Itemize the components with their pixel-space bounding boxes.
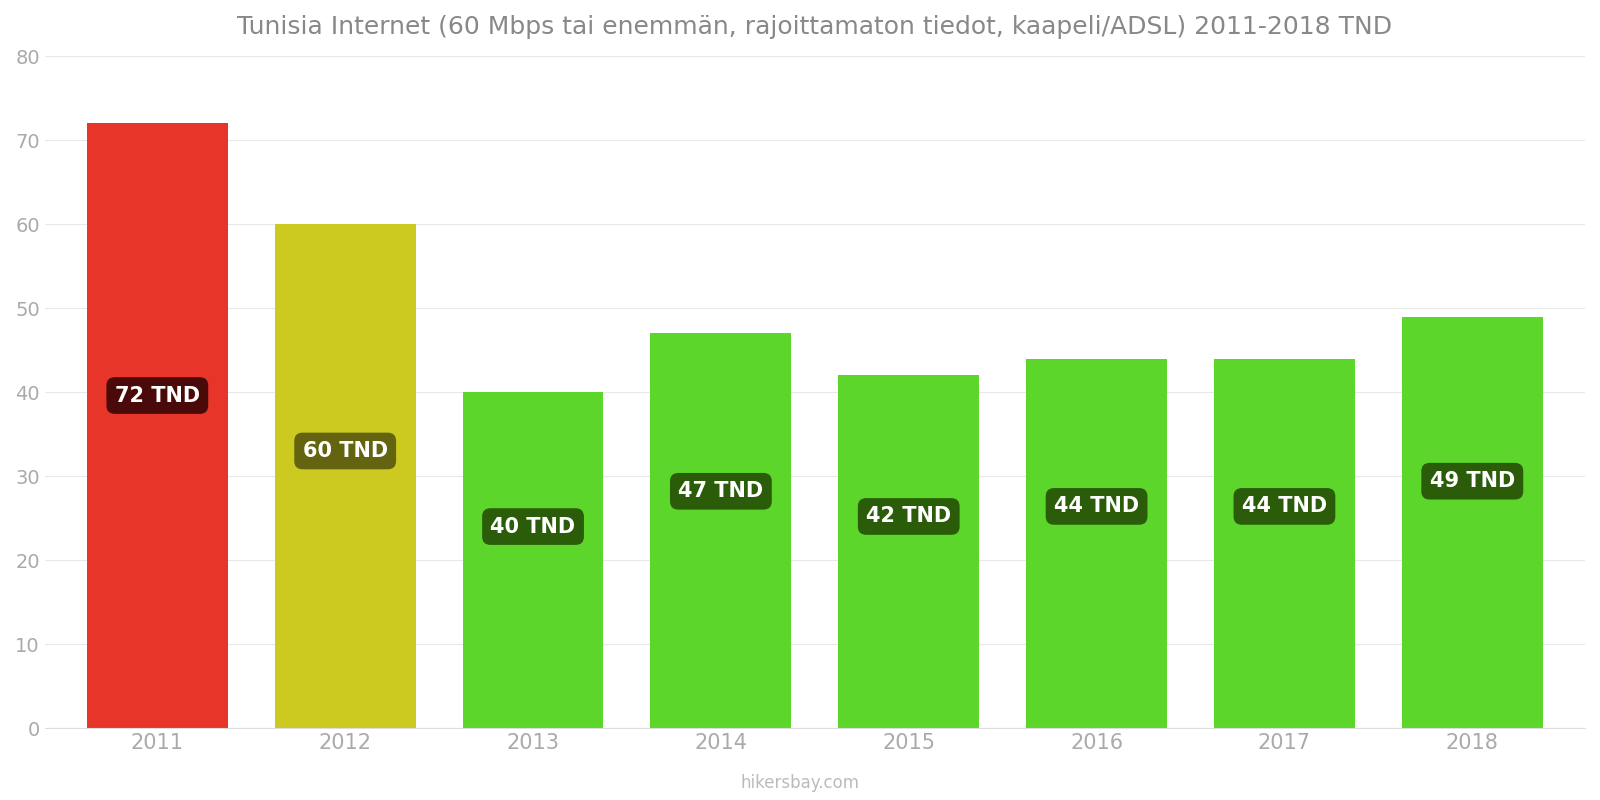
Bar <box>1214 358 1355 728</box>
Text: 60 TND: 60 TND <box>302 441 387 461</box>
Text: 44 TND: 44 TND <box>1054 497 1139 517</box>
Bar <box>1026 358 1166 728</box>
Bar <box>1402 317 1542 728</box>
Text: 49 TND: 49 TND <box>1430 471 1515 491</box>
Bar <box>275 224 416 728</box>
Bar <box>651 334 792 728</box>
Title: Tunisia Internet (60 Mbps tai enemmän, rajoittamaton tiedot, kaapeli/ADSL) 2011-: Tunisia Internet (60 Mbps tai enemmän, r… <box>237 15 1392 39</box>
Text: 72 TND: 72 TND <box>115 386 200 406</box>
Text: 40 TND: 40 TND <box>491 517 576 537</box>
Bar <box>462 392 603 728</box>
Text: 42 TND: 42 TND <box>866 506 952 526</box>
Text: 44 TND: 44 TND <box>1242 497 1326 517</box>
Text: hikersbay.com: hikersbay.com <box>741 774 859 792</box>
Bar <box>86 123 227 728</box>
Text: 47 TND: 47 TND <box>678 482 763 502</box>
Bar <box>838 375 979 728</box>
